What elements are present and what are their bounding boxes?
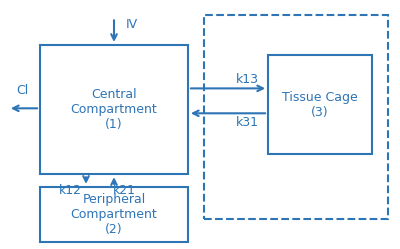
Text: Central
Compartment
(1): Central Compartment (1) (71, 88, 157, 131)
Text: Cl: Cl (16, 84, 28, 97)
Bar (268, 55, 372, 154)
Text: Tissue Cage
(3): Tissue Cage (3) (282, 91, 358, 119)
Text: k31: k31 (236, 116, 259, 128)
Text: IV: IV (126, 18, 138, 31)
Text: k12: k12 (58, 184, 82, 197)
Bar (40, 45, 188, 174)
Bar (40, 187, 188, 242)
Text: Peripheral
Compartment
(2): Peripheral Compartment (2) (71, 193, 157, 236)
Text: k13: k13 (236, 73, 259, 86)
Text: k21: k21 (112, 184, 136, 197)
Bar (204, 15, 388, 219)
